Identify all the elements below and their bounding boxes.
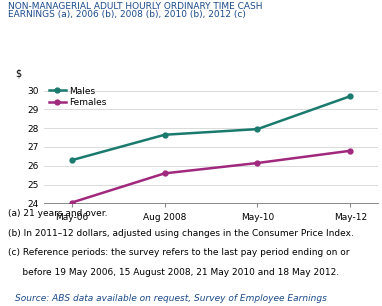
Text: EARNINGS (a), 2006 (b), 2008 (b), 2010 (b), 2012 (c): EARNINGS (a), 2006 (b), 2008 (b), 2010 (…: [8, 10, 246, 19]
Text: (a) 21 years and over.: (a) 21 years and over.: [8, 209, 107, 218]
Text: (b) In 2011–12 dollars, adjusted using changes in the Consumer Price Index.: (b) In 2011–12 dollars, adjusted using c…: [8, 229, 353, 237]
Legend: Males, Females: Males, Females: [49, 86, 107, 108]
Text: Source: ABS data available on request, Survey of Employee Earnings: Source: ABS data available on request, S…: [15, 294, 327, 303]
Text: $: $: [15, 68, 21, 78]
Text: (c) Reference periods: the survey refers to the last pay period ending on or: (c) Reference periods: the survey refers…: [8, 248, 349, 257]
Text: NON-MANAGERIAL ADULT HOURLY ORDINARY TIME CASH: NON-MANAGERIAL ADULT HOURLY ORDINARY TIM…: [8, 2, 262, 10]
Text: before 19 May 2006, 15 August 2008, 21 May 2010 and 18 May 2012.: before 19 May 2006, 15 August 2008, 21 M…: [8, 268, 339, 277]
